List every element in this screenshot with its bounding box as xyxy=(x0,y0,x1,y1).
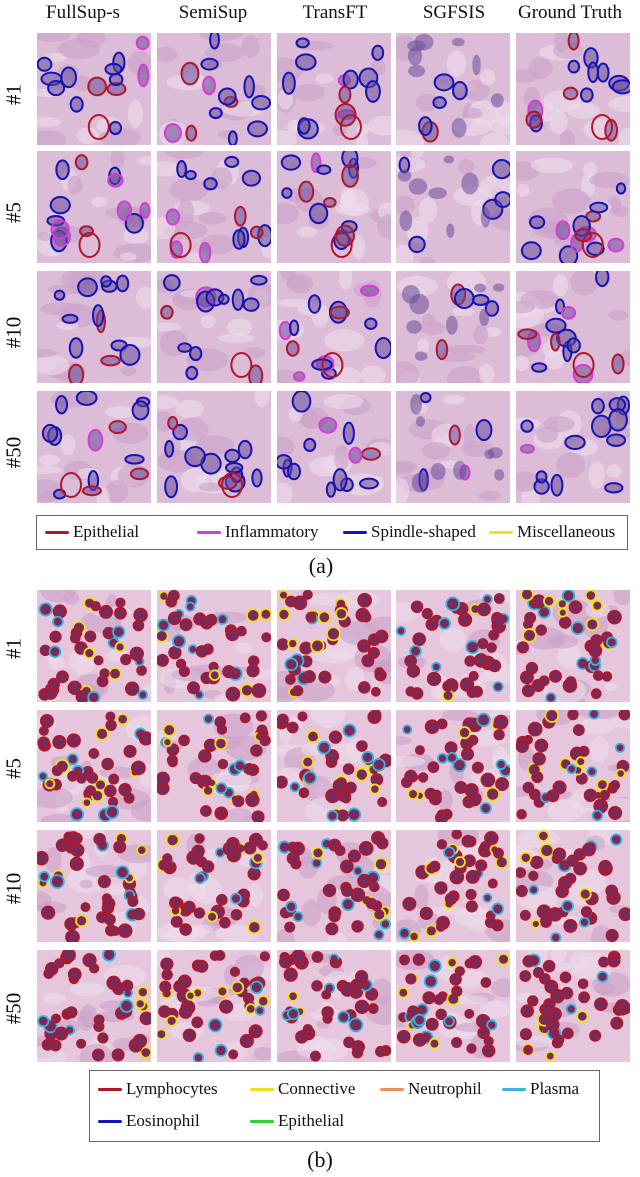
tile-b-row4-col1 xyxy=(37,950,151,1062)
tile-b-row4-col2 xyxy=(157,950,271,1062)
tile-b-row1-col4 xyxy=(396,590,510,702)
tile-b-row3-col5 xyxy=(516,830,630,942)
tile-a-row2-col4 xyxy=(396,151,510,263)
tile-b-row1-col2 xyxy=(157,590,271,702)
tile-b-row2-col2 xyxy=(157,710,271,822)
tile-b-row3-col2 xyxy=(157,830,271,942)
tile-a-row2-col3 xyxy=(277,151,391,263)
column-header-2: SemiSup xyxy=(178,2,248,23)
tile-a-row3-col2 xyxy=(157,271,271,383)
legend-b-eosinophil: Eosinophil xyxy=(98,1111,200,1131)
tile-b-row2-col4 xyxy=(396,710,510,822)
legend-a: Epithelial Inflammatory Spindle-shaped M… xyxy=(36,515,628,550)
legend-b-plasma: Plasma xyxy=(502,1079,579,1099)
legend-b-neutrophil: Neutrophil xyxy=(380,1079,482,1099)
row-label-b-5: #5 xyxy=(1,758,26,779)
tile-b-row4-col4 xyxy=(396,950,510,1062)
legend-a-epithelial: Epithelial xyxy=(45,522,139,542)
legend-b: Lymphocytes Connective Neutrophil Plasma… xyxy=(89,1070,600,1142)
legend-swatch xyxy=(250,1087,274,1091)
row-label-a-5: #5 xyxy=(1,202,26,223)
tile-a-row2-col2 xyxy=(157,151,271,263)
legend-swatch xyxy=(502,1087,526,1091)
tile-a-row3-col4 xyxy=(396,271,510,383)
tile-a-row3-col5 xyxy=(516,271,630,383)
legend-b-lymphocytes: Lymphocytes xyxy=(98,1079,218,1099)
row-label-b-1: #1 xyxy=(1,638,26,659)
tile-b-row2-col1 xyxy=(37,710,151,822)
column-header-1: FullSup-s xyxy=(46,2,120,23)
tile-b-row4-col3 xyxy=(277,950,391,1062)
legend-a-inflammatory: Inflammatory xyxy=(197,522,318,542)
tile-b-row2-col3 xyxy=(277,710,391,822)
tile-a-row1-col2 xyxy=(157,33,271,145)
row-label-a-50: #50 xyxy=(1,436,26,469)
legend-swatch xyxy=(98,1087,122,1091)
legend-a-spindle: Spindle-shaped xyxy=(343,522,476,542)
row-label-a-1: #1 xyxy=(1,84,26,105)
legend-swatch xyxy=(489,530,513,534)
tile-b-row2-col5 xyxy=(516,710,630,822)
tile-b-row3-col3 xyxy=(277,830,391,942)
tile-a-row1-col1 xyxy=(37,33,151,145)
column-header-5: Ground Truth xyxy=(518,2,622,23)
row-label-b-50: #50 xyxy=(1,992,26,1025)
row-label-a-10: #10 xyxy=(1,316,26,349)
tile-a-row4-col1 xyxy=(37,391,151,503)
tile-b-row1-col1 xyxy=(37,590,151,702)
column-header-3: TransFT xyxy=(302,2,368,23)
legend-swatch xyxy=(45,530,69,534)
tile-b-row3-col4 xyxy=(396,830,510,942)
legend-a-misc: Miscellaneous xyxy=(489,522,615,542)
tile-a-row1-col3 xyxy=(277,33,391,145)
legend-b-epithelial: Epithelial xyxy=(250,1111,344,1131)
tile-b-row3-col1 xyxy=(37,830,151,942)
legend-swatch xyxy=(380,1087,404,1091)
tile-a-row4-col3 xyxy=(277,391,391,503)
tile-a-row4-col2 xyxy=(157,391,271,503)
tile-b-row4-col5 xyxy=(516,950,630,1062)
caption-a: (a) xyxy=(308,553,334,578)
tile-a-row1-col4 xyxy=(396,33,510,145)
tile-a-row4-col5 xyxy=(516,391,630,503)
tile-a-row2-col1 xyxy=(37,151,151,263)
column-header-4: SGFSIS xyxy=(422,2,486,23)
legend-swatch xyxy=(343,530,367,534)
legend-swatch xyxy=(98,1119,122,1123)
row-label-b-10: #10 xyxy=(1,872,26,905)
tile-a-row1-col5 xyxy=(516,33,630,145)
legend-swatch xyxy=(250,1119,274,1123)
tile-a-row2-col5 xyxy=(516,151,630,263)
tile-a-row3-col1 xyxy=(37,271,151,383)
legend-b-connective: Connective xyxy=(250,1079,355,1099)
tile-b-row1-col5 xyxy=(516,590,630,702)
caption-b: (b) xyxy=(307,1147,333,1172)
legend-swatch xyxy=(197,530,221,534)
tile-a-row4-col4 xyxy=(396,391,510,503)
tile-a-row3-col3 xyxy=(277,271,391,383)
tile-b-row1-col3 xyxy=(277,590,391,702)
